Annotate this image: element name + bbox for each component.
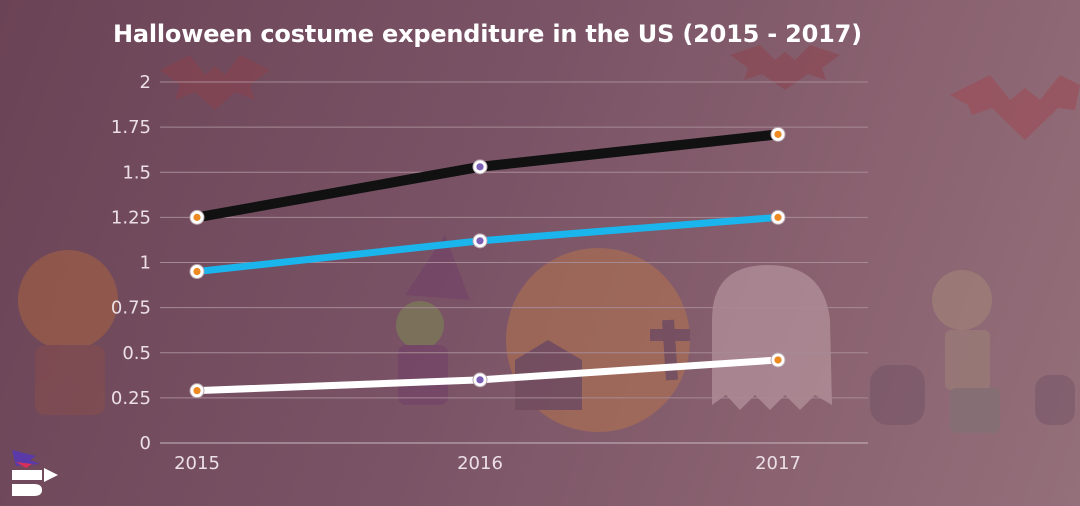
data-point-center bbox=[476, 237, 484, 245]
bat-icon bbox=[950, 75, 1080, 140]
zombie-head-icon bbox=[932, 270, 992, 330]
data-point-center bbox=[476, 376, 484, 384]
grave-icon bbox=[870, 365, 925, 425]
data-point-center bbox=[774, 130, 782, 138]
witch-body bbox=[398, 345, 448, 405]
series-line bbox=[193, 356, 782, 395]
y-tick-label: 1.25 bbox=[111, 207, 151, 228]
zombie-legs bbox=[950, 388, 1000, 433]
y-tick-label: 1 bbox=[140, 253, 151, 274]
series-line bbox=[193, 213, 782, 276]
x-tick-label: 2016 bbox=[457, 453, 503, 474]
x-axis-ticks: 2015 2016 2017 bbox=[174, 453, 801, 474]
data-point-center bbox=[774, 356, 782, 364]
y-tick-label: 0.5 bbox=[122, 343, 151, 364]
brand-logo-icon bbox=[12, 450, 58, 496]
ghost-icon bbox=[712, 265, 832, 410]
y-tick-label: 1.75 bbox=[111, 117, 151, 138]
data-point-center bbox=[476, 163, 484, 171]
y-tick-label: 0 bbox=[140, 433, 151, 454]
data-point-center bbox=[774, 213, 782, 221]
witch-face bbox=[396, 301, 444, 349]
data-point-center bbox=[193, 213, 201, 221]
chart-title: Halloween costume expenditure in the US … bbox=[113, 20, 862, 48]
series-markers bbox=[189, 126, 786, 399]
data-point-center bbox=[193, 387, 201, 395]
bat-icon bbox=[730, 45, 840, 90]
x-tick-label: 2015 bbox=[174, 453, 220, 474]
y-tick-label: 0.75 bbox=[111, 298, 151, 319]
x-tick-label: 2017 bbox=[755, 453, 801, 474]
y-tick-label: 1.5 bbox=[122, 162, 151, 183]
background-illustration bbox=[18, 45, 1080, 433]
witch-hat-icon bbox=[405, 235, 470, 300]
pumpkin-icon bbox=[18, 250, 118, 350]
zombie-body bbox=[945, 330, 990, 390]
series-line bbox=[192, 129, 783, 223]
y-axis-ticks: 0 0.25 0.5 0.75 1 1.25 1.5 1.75 2 bbox=[111, 72, 151, 454]
pumpkin-body bbox=[35, 345, 105, 415]
y-tick-label: 0.25 bbox=[111, 388, 151, 409]
data-point-center bbox=[193, 267, 201, 276]
grave-icon bbox=[1035, 375, 1075, 425]
y-tick-label: 2 bbox=[140, 72, 151, 93]
